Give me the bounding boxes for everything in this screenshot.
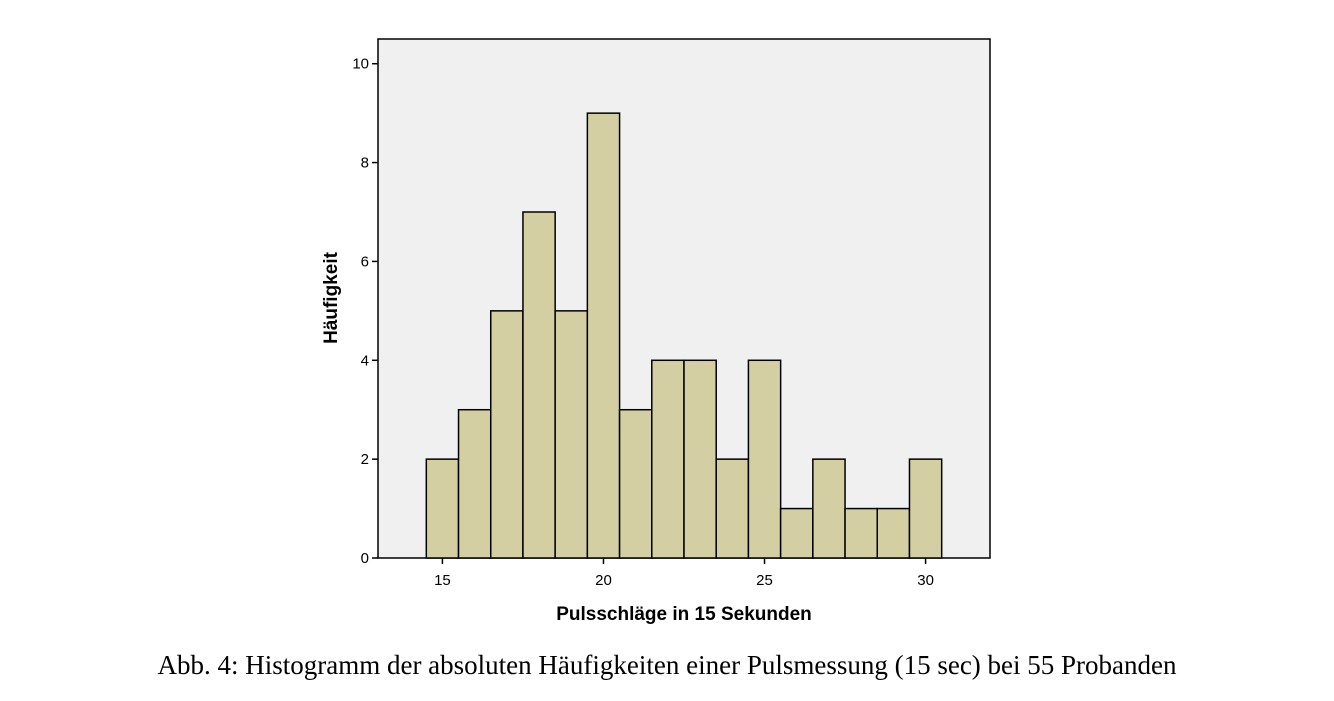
x-tick-label: 15 <box>434 572 451 589</box>
histogram-bar <box>779 507 814 559</box>
histogram-bar <box>554 310 589 559</box>
histogram-bar <box>651 359 685 559</box>
histogram-chart: 15 20 25 30 0 2 4 6 8 10 Pulsschläge in 15 Sekun… <box>321 38 991 625</box>
histogram-bar <box>844 507 879 559</box>
y-tick-label: 8 <box>361 155 369 172</box>
bars-group <box>425 112 943 559</box>
y-tick-label: 2 <box>361 451 369 468</box>
y-tick-label: 0 <box>361 550 369 567</box>
x-tick-label: 25 <box>756 572 773 589</box>
histogram-bar <box>586 112 621 559</box>
y-tick-label: 6 <box>361 253 369 270</box>
histogram-bar <box>908 458 943 559</box>
y-tick-label: 10 <box>352 56 369 73</box>
y-axis-title: Häufigkeit <box>321 251 342 344</box>
x-tick-label: 30 <box>917 572 934 589</box>
x-axis-title: Pulsschläge in 15 Sekunden <box>556 604 812 625</box>
histogram-bar <box>812 458 846 559</box>
histogram-bar <box>683 359 717 559</box>
x-tick-label: 20 <box>595 572 612 589</box>
histogram-bar <box>715 458 750 559</box>
x-axis: 15 20 25 30 <box>434 558 934 589</box>
y-tick-label: 4 <box>361 352 369 369</box>
histogram-bar <box>876 507 911 559</box>
y-axis: 0 2 4 6 8 10 <box>352 56 378 567</box>
histogram-bar <box>522 211 556 559</box>
histogram-bar <box>489 310 524 559</box>
histogram-bar <box>425 458 460 559</box>
histogram-bar <box>618 408 653 559</box>
histogram-bar <box>457 408 492 559</box>
histogram-bar <box>747 359 782 559</box>
figure-caption: Abb. 4: Histogramm der absoluten Häufigk… <box>157 650 1177 680</box>
